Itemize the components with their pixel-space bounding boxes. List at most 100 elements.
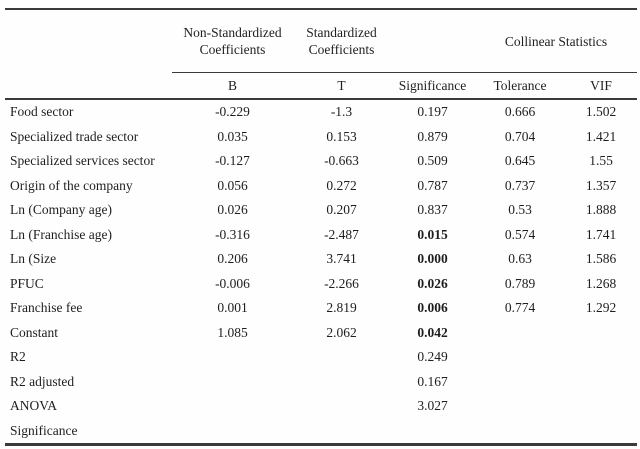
row-label: Ln (Size — [10, 251, 57, 267]
cell-vif — [565, 419, 637, 445]
table-row: Significance — [5, 419, 637, 445]
cell-b — [172, 345, 293, 370]
cell-t — [293, 394, 390, 419]
cell-tolerance: 0.574 — [504, 226, 536, 242]
cell-vif: 1.502 — [585, 104, 617, 120]
header-non-standardized: Non-Standardized Coefficients — [172, 9, 293, 73]
cell-vif: 1.888 — [585, 202, 617, 218]
header-corner-empty — [5, 9, 172, 73]
paper-page: Non-Standardized Coefficients Standardiz… — [0, 8, 640, 449]
cell-b — [172, 394, 293, 419]
cell-tolerance — [475, 370, 565, 395]
row-label: ANOVA — [10, 398, 58, 414]
cell-t — [293, 370, 390, 395]
table-body: Food sector -0.229 -1.3 0.197 0.666 1.50… — [5, 99, 637, 445]
table-row: Specialized services sector -0.127 -0.66… — [5, 149, 637, 174]
table-row: Ln (Franchise age) -0.316 -2.487 0.015 0… — [5, 223, 637, 248]
table-row: Franchise fee 0.001 2.819 0.006 0.774 1.… — [5, 296, 637, 321]
cell-vif: 1.421 — [585, 128, 617, 144]
cell-b: 0.035 — [217, 128, 248, 144]
cell-significance: 0.006 — [417, 300, 448, 316]
cell-significance: 0.015 — [417, 226, 448, 242]
cell-b — [172, 419, 293, 445]
cell-b — [172, 370, 293, 395]
cell-t: -2.266 — [324, 275, 359, 291]
cell-tolerance — [475, 419, 565, 445]
column-header-vif: VIF — [565, 72, 637, 100]
column-header-b: B — [172, 72, 293, 100]
cell-vif: 1.292 — [585, 300, 617, 316]
cell-vif — [565, 345, 637, 370]
table-row: PFUC -0.006 -2.266 0.026 0.789 1.268 — [5, 272, 637, 297]
cell-significance: 0.249 — [417, 349, 448, 365]
row-label: Significance — [10, 422, 78, 438]
column-header-t: T — [293, 72, 390, 100]
cell-tolerance: 0.774 — [504, 300, 536, 316]
cell-significance: 0.837 — [417, 202, 448, 218]
column-header-empty — [5, 72, 172, 100]
row-label: PFUC — [10, 275, 44, 291]
cell-t: -0.663 — [324, 153, 359, 169]
cell-vif — [565, 321, 637, 346]
cell-b: -0.316 — [215, 226, 250, 242]
cell-tolerance: 0.53 — [508, 202, 532, 218]
table-row: R2 0.249 — [5, 345, 637, 370]
table-row: Origin of the company 0.056 0.272 0.787 … — [5, 174, 637, 199]
cell-b: 0.026 — [217, 202, 248, 218]
row-label: Food sector — [10, 104, 74, 120]
cell-t: 2.819 — [326, 300, 357, 316]
row-label: Constant — [10, 324, 59, 340]
cell-t — [293, 345, 390, 370]
cell-tolerance: 0.704 — [504, 128, 536, 144]
regression-table: Non-Standardized Coefficients Standardiz… — [5, 8, 637, 446]
cell-significance: 0.509 — [417, 153, 448, 169]
cell-t: 3.741 — [326, 251, 357, 267]
row-label: Specialized services sector — [10, 153, 155, 169]
cell-significance: 0.787 — [417, 177, 448, 193]
cell-b: -0.127 — [215, 153, 250, 169]
table-row: ANOVA 3.027 — [5, 394, 637, 419]
table-row: Ln (Company age) 0.026 0.207 0.837 0.53 … — [5, 198, 637, 223]
cell-significance: 0.197 — [417, 104, 448, 120]
cell-b: 0.206 — [217, 251, 248, 267]
column-header-tolerance: Tolerance — [475, 72, 565, 100]
row-label: R2 — [10, 349, 26, 365]
cell-b: -0.006 — [215, 275, 250, 291]
table-row: Food sector -0.229 -1.3 0.197 0.666 1.50… — [5, 99, 637, 125]
cell-vif: 1.268 — [585, 275, 617, 291]
table-row: Specialized trade sector 0.035 0.153 0.8… — [5, 125, 637, 150]
cell-significance: 0.042 — [417, 324, 448, 340]
cell-t — [293, 419, 390, 445]
cell-vif — [565, 370, 637, 395]
cell-t: 0.272 — [326, 177, 357, 193]
cell-tolerance — [475, 321, 565, 346]
row-label: R2 adjusted — [10, 373, 75, 389]
cell-t: 0.153 — [326, 128, 357, 144]
table-row: R2 adjusted 0.167 — [5, 370, 637, 395]
cell-significance: 0.026 — [417, 275, 448, 291]
cell-significance: 0.879 — [417, 128, 448, 144]
cell-significance: 3.027 — [417, 398, 448, 414]
cell-t: -1.3 — [330, 104, 353, 120]
table-row: Ln (Size 0.206 3.741 0.000 0.63 1.586 — [5, 247, 637, 272]
cell-b: 0.056 — [217, 177, 248, 193]
cell-tolerance: 0.737 — [504, 177, 536, 193]
cell-tolerance: 0.789 — [504, 275, 536, 291]
cell-b: 1.085 — [217, 324, 248, 340]
table-header: Non-Standardized Coefficients Standardiz… — [5, 9, 637, 100]
cell-vif: 1.55 — [589, 153, 613, 169]
cell-tolerance: 0.63 — [508, 251, 532, 267]
header-standardized: Standardized Coefficients — [293, 9, 390, 73]
cell-vif: 1.357 — [585, 177, 617, 193]
cell-significance: 0.167 — [417, 373, 448, 389]
cell-significance: 0.000 — [417, 251, 448, 267]
cell-vif: 1.741 — [585, 226, 617, 242]
cell-tolerance: 0.645 — [504, 153, 536, 169]
cell-tolerance — [475, 345, 565, 370]
row-label: Franchise fee — [10, 300, 83, 316]
header-group-row: Non-Standardized Coefficients Standardiz… — [5, 9, 637, 73]
cell-tolerance: 0.666 — [504, 104, 536, 120]
cell-t: 2.062 — [326, 324, 357, 340]
row-label: Ln (Company age) — [10, 202, 112, 218]
table-row: Constant 1.085 2.062 0.042 — [5, 321, 637, 346]
